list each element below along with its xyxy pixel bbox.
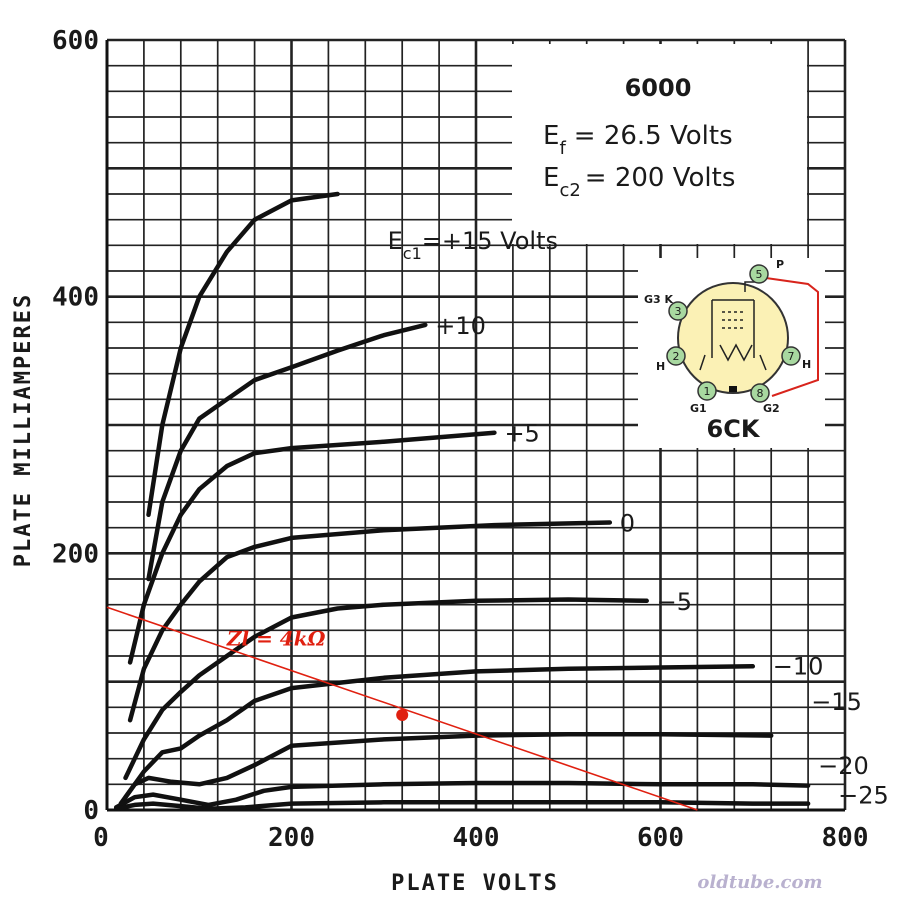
svg-text:1: 1 bbox=[704, 385, 711, 398]
curve-ec1-minus25 bbox=[113, 800, 811, 811]
watermark-text: oldtube.com bbox=[697, 872, 822, 893]
curve-label: 0 bbox=[620, 510, 635, 538]
curve-ec1-minus20 bbox=[113, 780, 811, 810]
pin-1: 1 G1 bbox=[690, 381, 717, 415]
curve-group bbox=[113, 191, 811, 811]
load-line-group: Zl = 4kΩ bbox=[106, 606, 698, 811]
svg-text:G2: G2 bbox=[763, 402, 780, 415]
x-tick-label: 800 bbox=[822, 823, 869, 853]
pin-3: 3 G3 K bbox=[644, 293, 688, 321]
tube-electrodes-icon bbox=[699, 281, 767, 371]
operating-point-marker bbox=[396, 709, 409, 722]
svg-text:G3 K: G3 K bbox=[644, 293, 674, 306]
x-tick-labels: 0 200 400 600 800 bbox=[93, 823, 868, 853]
svg-text:H: H bbox=[802, 358, 811, 371]
socket-name: 6CK bbox=[707, 415, 761, 443]
curve-label: −10 bbox=[773, 652, 824, 680]
x-tick-label: 0 bbox=[93, 823, 109, 853]
x-tick-label: 400 bbox=[453, 823, 500, 853]
pin-7: 7 H bbox=[781, 346, 811, 371]
svg-text:P: P bbox=[776, 258, 784, 271]
curve-label-group: Ec1=+15 Volts +10 +5 0 −5 −10 −15 −20−25 bbox=[388, 227, 889, 810]
info-ef: Ef = 26.5 Volts bbox=[543, 121, 733, 159]
svg-text:3: 3 bbox=[675, 305, 682, 318]
curve-label: Ec1=+15 Volts bbox=[388, 227, 558, 263]
pin-2: 2 H bbox=[656, 346, 686, 373]
curve-ec1-plus10 bbox=[146, 322, 428, 582]
x-tick-label: 200 bbox=[268, 823, 315, 853]
pin-8: 8 G2 bbox=[750, 383, 780, 415]
x-tick-label: 600 bbox=[637, 823, 684, 853]
y-tick-label: 200 bbox=[52, 539, 99, 569]
y-axis-title: PLATE MILLIAMPERES bbox=[11, 293, 36, 567]
y-tick-label: 0 bbox=[83, 796, 99, 826]
tube-envelope-icon bbox=[677, 282, 789, 394]
svg-text:H: H bbox=[656, 360, 665, 373]
curve-label: −15 bbox=[811, 688, 862, 716]
y-tick-label: 400 bbox=[52, 283, 99, 313]
curve-label: −5 bbox=[657, 588, 692, 616]
curve-ec1-minus10 bbox=[123, 664, 756, 800]
curve-ec1-minus5 bbox=[123, 597, 649, 781]
load-line-label: Zl = 4kΩ bbox=[226, 627, 326, 651]
curve-label: +10 bbox=[435, 312, 486, 340]
curve-ec1-plus5 bbox=[127, 430, 497, 665]
svg-text:7: 7 bbox=[788, 350, 795, 363]
svg-text:2: 2 bbox=[673, 350, 680, 363]
y-tick-labels: 0 200 400 600 bbox=[52, 26, 99, 826]
x-axis-title: PLATE VOLTS bbox=[391, 871, 559, 896]
info-box bbox=[512, 44, 807, 244]
pin-strap-line bbox=[765, 277, 819, 397]
svg-text:G1: G1 bbox=[690, 402, 707, 415]
curve-label: +5 bbox=[504, 420, 539, 448]
curve-label: −25 bbox=[838, 782, 889, 810]
curve-ec1-0 bbox=[127, 520, 613, 723]
socket-diagram: 5 P 3 G3 K 2 H 1 G1 7 H 8 G2 6CK bbox=[638, 258, 825, 448]
svg-text:8: 8 bbox=[757, 387, 764, 400]
svg-text:5: 5 bbox=[756, 268, 763, 281]
info-title: 6000 bbox=[625, 74, 692, 102]
y-tick-label: 600 bbox=[52, 26, 99, 56]
key-notch-icon bbox=[729, 386, 737, 392]
pin-5: 5 P bbox=[749, 258, 784, 284]
info-ec2: Ec2 = 200 Volts bbox=[543, 163, 735, 201]
curve-ec1-plus15 bbox=[146, 191, 340, 518]
curve-label: −20 bbox=[818, 752, 869, 780]
load-line bbox=[106, 606, 698, 811]
curve-ec1-minus15 bbox=[118, 732, 774, 806]
